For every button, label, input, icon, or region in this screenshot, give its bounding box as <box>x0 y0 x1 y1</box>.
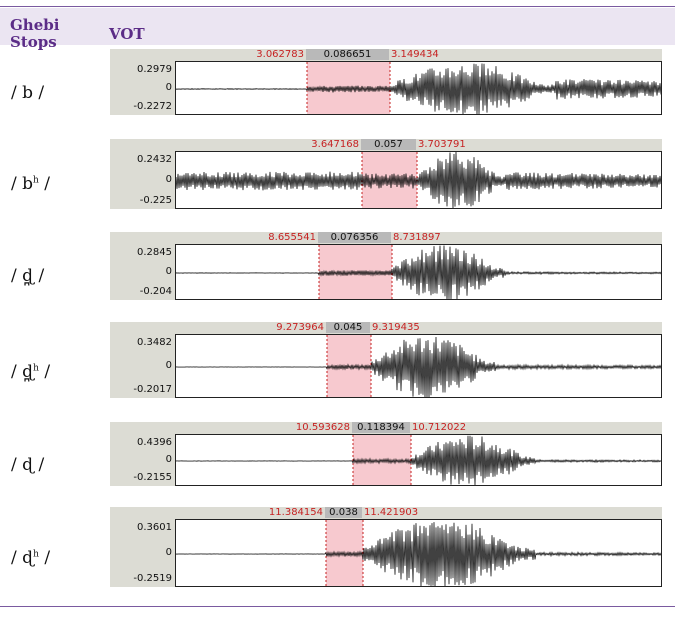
y-axis-max: 0.2845 <box>137 247 172 258</box>
stop-label-aspiration: h <box>33 175 39 186</box>
selection-start-time: 3.647168 <box>311 139 359 150</box>
selection-start-time: 8.655541 <box>268 232 316 243</box>
stop-label-close: / <box>38 362 51 382</box>
waveform-view[interactable] <box>175 334 662 398</box>
y-axis-max: 0.2432 <box>137 154 172 165</box>
header-stops: Ghebi Stops <box>10 17 59 51</box>
stop-label-base: / b / <box>11 83 45 103</box>
waveform-signal <box>176 152 661 208</box>
waveform-view[interactable] <box>175 61 662 115</box>
stop-label-aspiration: h <box>33 363 39 374</box>
selection-duration: 0.045 <box>326 322 370 333</box>
y-axis-min: -0.2155 <box>133 472 172 483</box>
stop-label: / ɖ̪h / <box>11 362 50 382</box>
selection-end-time: 8.731897 <box>393 232 441 243</box>
waveform-view[interactable] <box>175 244 662 300</box>
y-axis-zero: 0 <box>165 82 172 93</box>
waveform-signal <box>176 435 661 485</box>
waveform-panel: 8.655541 0.076356 8.731897 0.2845 0 -0.204 <box>110 232 662 300</box>
selection-start-time: 11.384154 <box>268 507 323 518</box>
y-axis-zero: 0 <box>165 174 172 185</box>
y-axis-max: 0.3482 <box>137 337 172 348</box>
selection-end-time: 11.421903 <box>364 507 419 518</box>
waveform-svg <box>176 62 661 114</box>
waveform-panel: 10.593628 0.118394 10.712022 0.4396 0 -0.2155 <box>110 422 662 486</box>
waveform-svg <box>176 245 661 299</box>
stop-label: / b / <box>11 83 44 103</box>
selection-end-time: 9.319435 <box>372 322 420 333</box>
y-axis-min: -0.2519 <box>133 573 172 584</box>
waveform-view[interactable] <box>175 151 662 209</box>
y-axis-min: -0.2017 <box>133 384 172 395</box>
y-axis-zero: 0 <box>165 360 172 371</box>
table-top-rule <box>0 6 675 7</box>
selection-duration: 0.038 <box>325 507 362 518</box>
header-stops-line1: Ghebi <box>10 16 60 34</box>
stop-label-base: / b <box>11 174 34 194</box>
stop-label-close: / <box>38 174 50 194</box>
stop-label-base: / ɖ̪ <box>11 362 34 382</box>
y-axis-zero: 0 <box>165 266 172 277</box>
header-vot: VOT <box>109 25 145 43</box>
selection-start-time: 3.062783 <box>256 49 304 60</box>
waveform-panel: 9.273964 0.045 9.319435 0.3482 0 -0.2017 <box>110 322 662 398</box>
stop-label-base: / ɖ <box>11 548 34 568</box>
selection-duration: 0.057 <box>361 139 416 150</box>
table-bottom-rule <box>0 606 675 607</box>
waveform-svg <box>176 335 661 397</box>
selection-end-time: 10.712022 <box>412 422 467 433</box>
waveform-view[interactable] <box>175 519 662 587</box>
stop-label: / ɖ̪ / <box>11 266 44 286</box>
y-axis-min: -0.225 <box>139 195 172 206</box>
waveform-panel: 3.647168 0.057 3.703791 0.2432 0 -0.225 <box>110 139 662 209</box>
header-stops-line2: Stops <box>10 33 57 51</box>
y-axis-zero: 0 <box>165 547 172 558</box>
stop-label: / bh / <box>11 174 50 194</box>
waveform-signal <box>176 336 661 397</box>
waveform-signal <box>176 63 661 114</box>
selection-duration: 0.076356 <box>318 232 391 243</box>
waveform-signal <box>176 522 661 586</box>
stop-label-base: / ɖ̪ / <box>11 266 45 286</box>
waveform-panel: 11.384154 0.038 11.421903 0.3601 0 -0.2519 <box>110 507 662 587</box>
selection-start-time: 9.273964 <box>276 322 324 333</box>
y-axis-zero: 0 <box>165 454 172 465</box>
selection-duration: 0.086651 <box>306 49 389 60</box>
selection-start-time: 10.593628 <box>295 422 350 433</box>
waveform-signal <box>176 245 661 299</box>
stop-label-close: / <box>38 548 51 568</box>
stop-label: / ɖ / <box>11 455 44 475</box>
waveform-svg <box>176 435 661 485</box>
waveform-svg <box>176 152 661 208</box>
selection-duration: 0.118394 <box>352 422 410 433</box>
waveform-view[interactable] <box>175 434 662 486</box>
stop-label: / ɖh / <box>11 548 50 568</box>
selection-end-time: 3.703791 <box>418 139 466 150</box>
waveform-panel: 3.062783 0.086651 3.149434 0.2979 0 -0.2272 <box>110 49 662 115</box>
y-axis-max: 0.4396 <box>137 437 172 448</box>
waveform-svg <box>176 520 661 586</box>
selection-end-time: 3.149434 <box>391 49 439 60</box>
y-axis-max: 0.2979 <box>137 64 172 75</box>
y-axis-max: 0.3601 <box>137 522 172 533</box>
stop-label-base: / ɖ / <box>11 455 45 475</box>
y-axis-min: -0.2272 <box>133 101 172 112</box>
y-axis-min: -0.204 <box>139 286 172 297</box>
stop-label-aspiration: h <box>33 549 39 560</box>
table-header: Ghebi Stops VOT <box>0 8 675 51</box>
